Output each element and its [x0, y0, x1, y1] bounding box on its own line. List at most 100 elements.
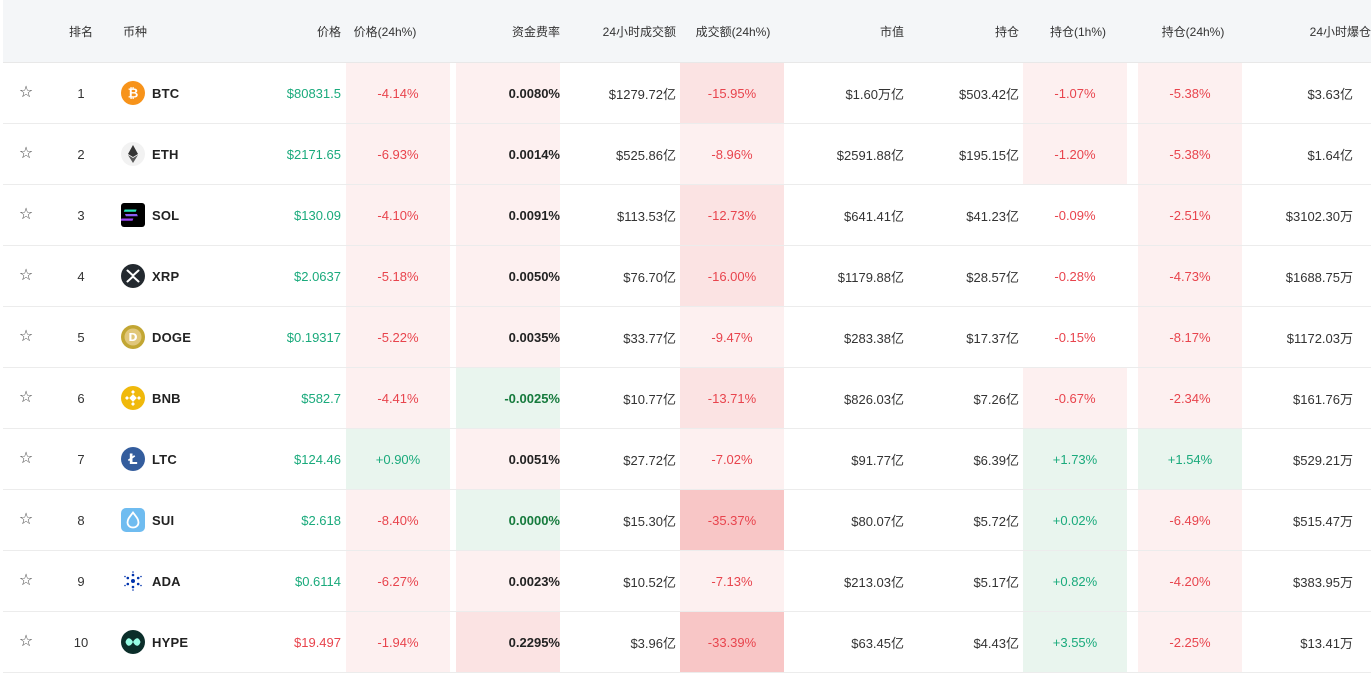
header-coin[interactable]: 币种 [123, 24, 148, 39]
table-row-ada[interactable]: ☆ 9 ADA $0.6114 -6.27% 0.0023% $10.52亿 -… [3, 551, 1371, 612]
oi-24h-value: -8.17% [1169, 329, 1211, 345]
volume-change-cell-bg [680, 612, 784, 672]
price-value: $19.497 [294, 634, 341, 650]
market-cap-value: $826.03亿 [844, 391, 904, 407]
favorite-star-icon[interactable]: ☆ [18, 145, 34, 162]
coin-symbol: XRP [152, 268, 180, 284]
price-value: $582.7 [301, 390, 341, 406]
coin-cell[interactable]: SUI [121, 490, 251, 550]
volume-value: $10.77亿 [623, 391, 676, 407]
rank-value: 9 [77, 573, 85, 589]
svg-text:D: D [128, 331, 137, 344]
header-oi-1h[interactable]: 持仓(1h%) [1049, 24, 1106, 39]
open-interest-value: $5.17亿 [973, 574, 1019, 590]
funding-rate-value: 0.0014% [508, 146, 560, 162]
oi-1h-value: -0.67% [1054, 390, 1096, 406]
header-price[interactable]: 价格 [316, 24, 341, 39]
table-row-hype[interactable]: ☆ 10 HYPE $19.497 -1.94% 0.2295% $3.96亿 … [3, 612, 1371, 673]
open-interest-value: $41.23亿 [966, 208, 1019, 224]
header-market-cap[interactable]: 市值 [879, 24, 904, 39]
header-rank[interactable]: 排名 [68, 24, 93, 39]
volume-value: $1279.72亿 [608, 86, 676, 102]
volume-value: $113.53亿 [616, 208, 676, 224]
favorite-star-icon[interactable]: ☆ [18, 328, 34, 345]
favorite-star-icon[interactable]: ☆ [18, 511, 34, 528]
oi-1h-cell-bg [1023, 124, 1127, 184]
oi-1h-value: -0.28% [1054, 268, 1096, 284]
table-row-ltc[interactable]: ☆ 7 Ł LTC $124.46 +0.90% 0.0051% $27.72亿… [3, 429, 1371, 490]
table-row-eth[interactable]: ☆ 2 ETH $2171.65 -6.93% 0.0014% $525.86亿… [3, 124, 1371, 185]
oi-24h-value: -2.25% [1169, 634, 1211, 650]
volume-value: $76.70亿 [623, 269, 676, 285]
oi-1h-value: +0.82% [1052, 573, 1098, 589]
doge-icon: D [121, 325, 145, 349]
oi-24h-value: -2.51% [1169, 207, 1211, 223]
liquidation-value: $1172.03万 [1286, 330, 1353, 346]
xrp-icon [121, 264, 145, 288]
volume-change-value: -13.71% [707, 390, 757, 406]
coin-cell[interactable]: ETH [121, 124, 251, 184]
table-row-btc[interactable]: ☆ 1 ₿ BTC $80831.5 -4.14% 0.0080% $1279.… [3, 63, 1371, 124]
favorite-star-icon[interactable]: ☆ [18, 389, 34, 406]
header-price-change[interactable]: 价格(24h%) [353, 24, 417, 39]
price-change-value: -4.41% [377, 390, 419, 406]
favorite-star-icon[interactable]: ☆ [18, 450, 34, 467]
table-body: ☆ 1 ₿ BTC $80831.5 -4.14% 0.0080% $1279.… [3, 63, 1371, 673]
coin-symbol: SOL [152, 207, 180, 223]
oi-24h-value: -5.38% [1169, 85, 1211, 101]
header-liquidation[interactable]: 24小时爆仓 [1309, 24, 1371, 39]
volume-change-value: -15.95% [707, 85, 757, 101]
funding-rate-value: 0.0023% [508, 573, 560, 589]
favorite-star-icon[interactable]: ☆ [18, 206, 34, 223]
oi-1h-value: +3.55% [1052, 634, 1098, 650]
oi-1h-cell-bg [1023, 368, 1127, 428]
open-interest-value: $6.39亿 [973, 452, 1019, 468]
coin-cell[interactable]: HYPE [121, 612, 251, 672]
table-row-doge[interactable]: ☆ 5 D DOGE $0.19317 -5.22% 0.0035% $33.7… [3, 307, 1371, 368]
volume-change-value: -7.02% [711, 451, 753, 467]
coin-cell[interactable]: SOL [121, 185, 251, 245]
oi-1h-cell-bg [1023, 429, 1127, 489]
rank-value: 10 [73, 634, 89, 650]
coin-cell[interactable]: XRP [121, 246, 251, 306]
coin-symbol: BNB [152, 390, 181, 406]
funding-cell-bg [456, 185, 560, 245]
coin-cell[interactable]: Ł LTC [121, 429, 251, 489]
price-change-value: -6.27% [377, 573, 419, 589]
table-row-sui[interactable]: ☆ 8 SUI $2.618 -8.40% 0.0000% $15.30亿 -3… [3, 490, 1371, 551]
favorite-star-icon[interactable]: ☆ [18, 84, 34, 101]
funding-rate-value: 0.0080% [508, 85, 560, 101]
liquidation-value: $3.63亿 [1307, 86, 1353, 102]
volume-change-value: -35.37% [707, 512, 757, 528]
oi-24h-cell-bg [1138, 185, 1242, 245]
table-row-bnb[interactable]: ☆ 6 BNB $582.7 -4.41% -0.0025% $10.77亿 -… [3, 368, 1371, 429]
favorite-star-icon[interactable]: ☆ [18, 572, 34, 589]
favorite-star-icon[interactable]: ☆ [18, 633, 34, 650]
header-volume-change[interactable]: 成交额(24h%) [695, 24, 771, 39]
funding-cell-bg [456, 368, 560, 428]
liquidation-value: $3102.30万 [1285, 208, 1353, 224]
table-row-sol[interactable]: ☆ 3 SOL $130.09 -4.10% 0.0091% $113.53亿 … [3, 185, 1371, 246]
volume-value: $27.72亿 [623, 452, 676, 468]
coin-cell[interactable]: ₿ BTC [121, 63, 251, 123]
price-value: $0.6114 [294, 573, 341, 589]
table-row-xrp[interactable]: ☆ 4 XRP $2.0637 -5.18% 0.0050% $76.70亿 -… [3, 246, 1371, 307]
volume-value: $15.30亿 [623, 513, 676, 529]
header-volume[interactable]: 24小时成交额 [602, 24, 676, 39]
header-open-interest[interactable]: 持仓 [994, 24, 1019, 39]
market-cap-value: $1.60万亿 [845, 86, 904, 102]
sui-icon [121, 508, 145, 532]
coin-cell[interactable]: BNB [121, 368, 251, 428]
price-change-value: -5.22% [377, 329, 419, 345]
volume-value: $525.86亿 [616, 147, 676, 163]
header-oi-24h[interactable]: 持仓(24h%) [1161, 24, 1225, 39]
coin-cell[interactable]: D DOGE [121, 307, 251, 367]
ethereum-icon [121, 142, 145, 166]
volume-change-value: -7.13% [711, 573, 753, 589]
coin-cell[interactable]: ADA [121, 551, 251, 611]
favorite-star-icon[interactable]: ☆ [18, 267, 34, 284]
header-funding-rate[interactable]: 资金费率 [511, 24, 560, 39]
price-change-cell-bg [346, 246, 450, 306]
market-cap-value: $283.38亿 [844, 330, 904, 346]
rank-value: 6 [77, 390, 85, 406]
